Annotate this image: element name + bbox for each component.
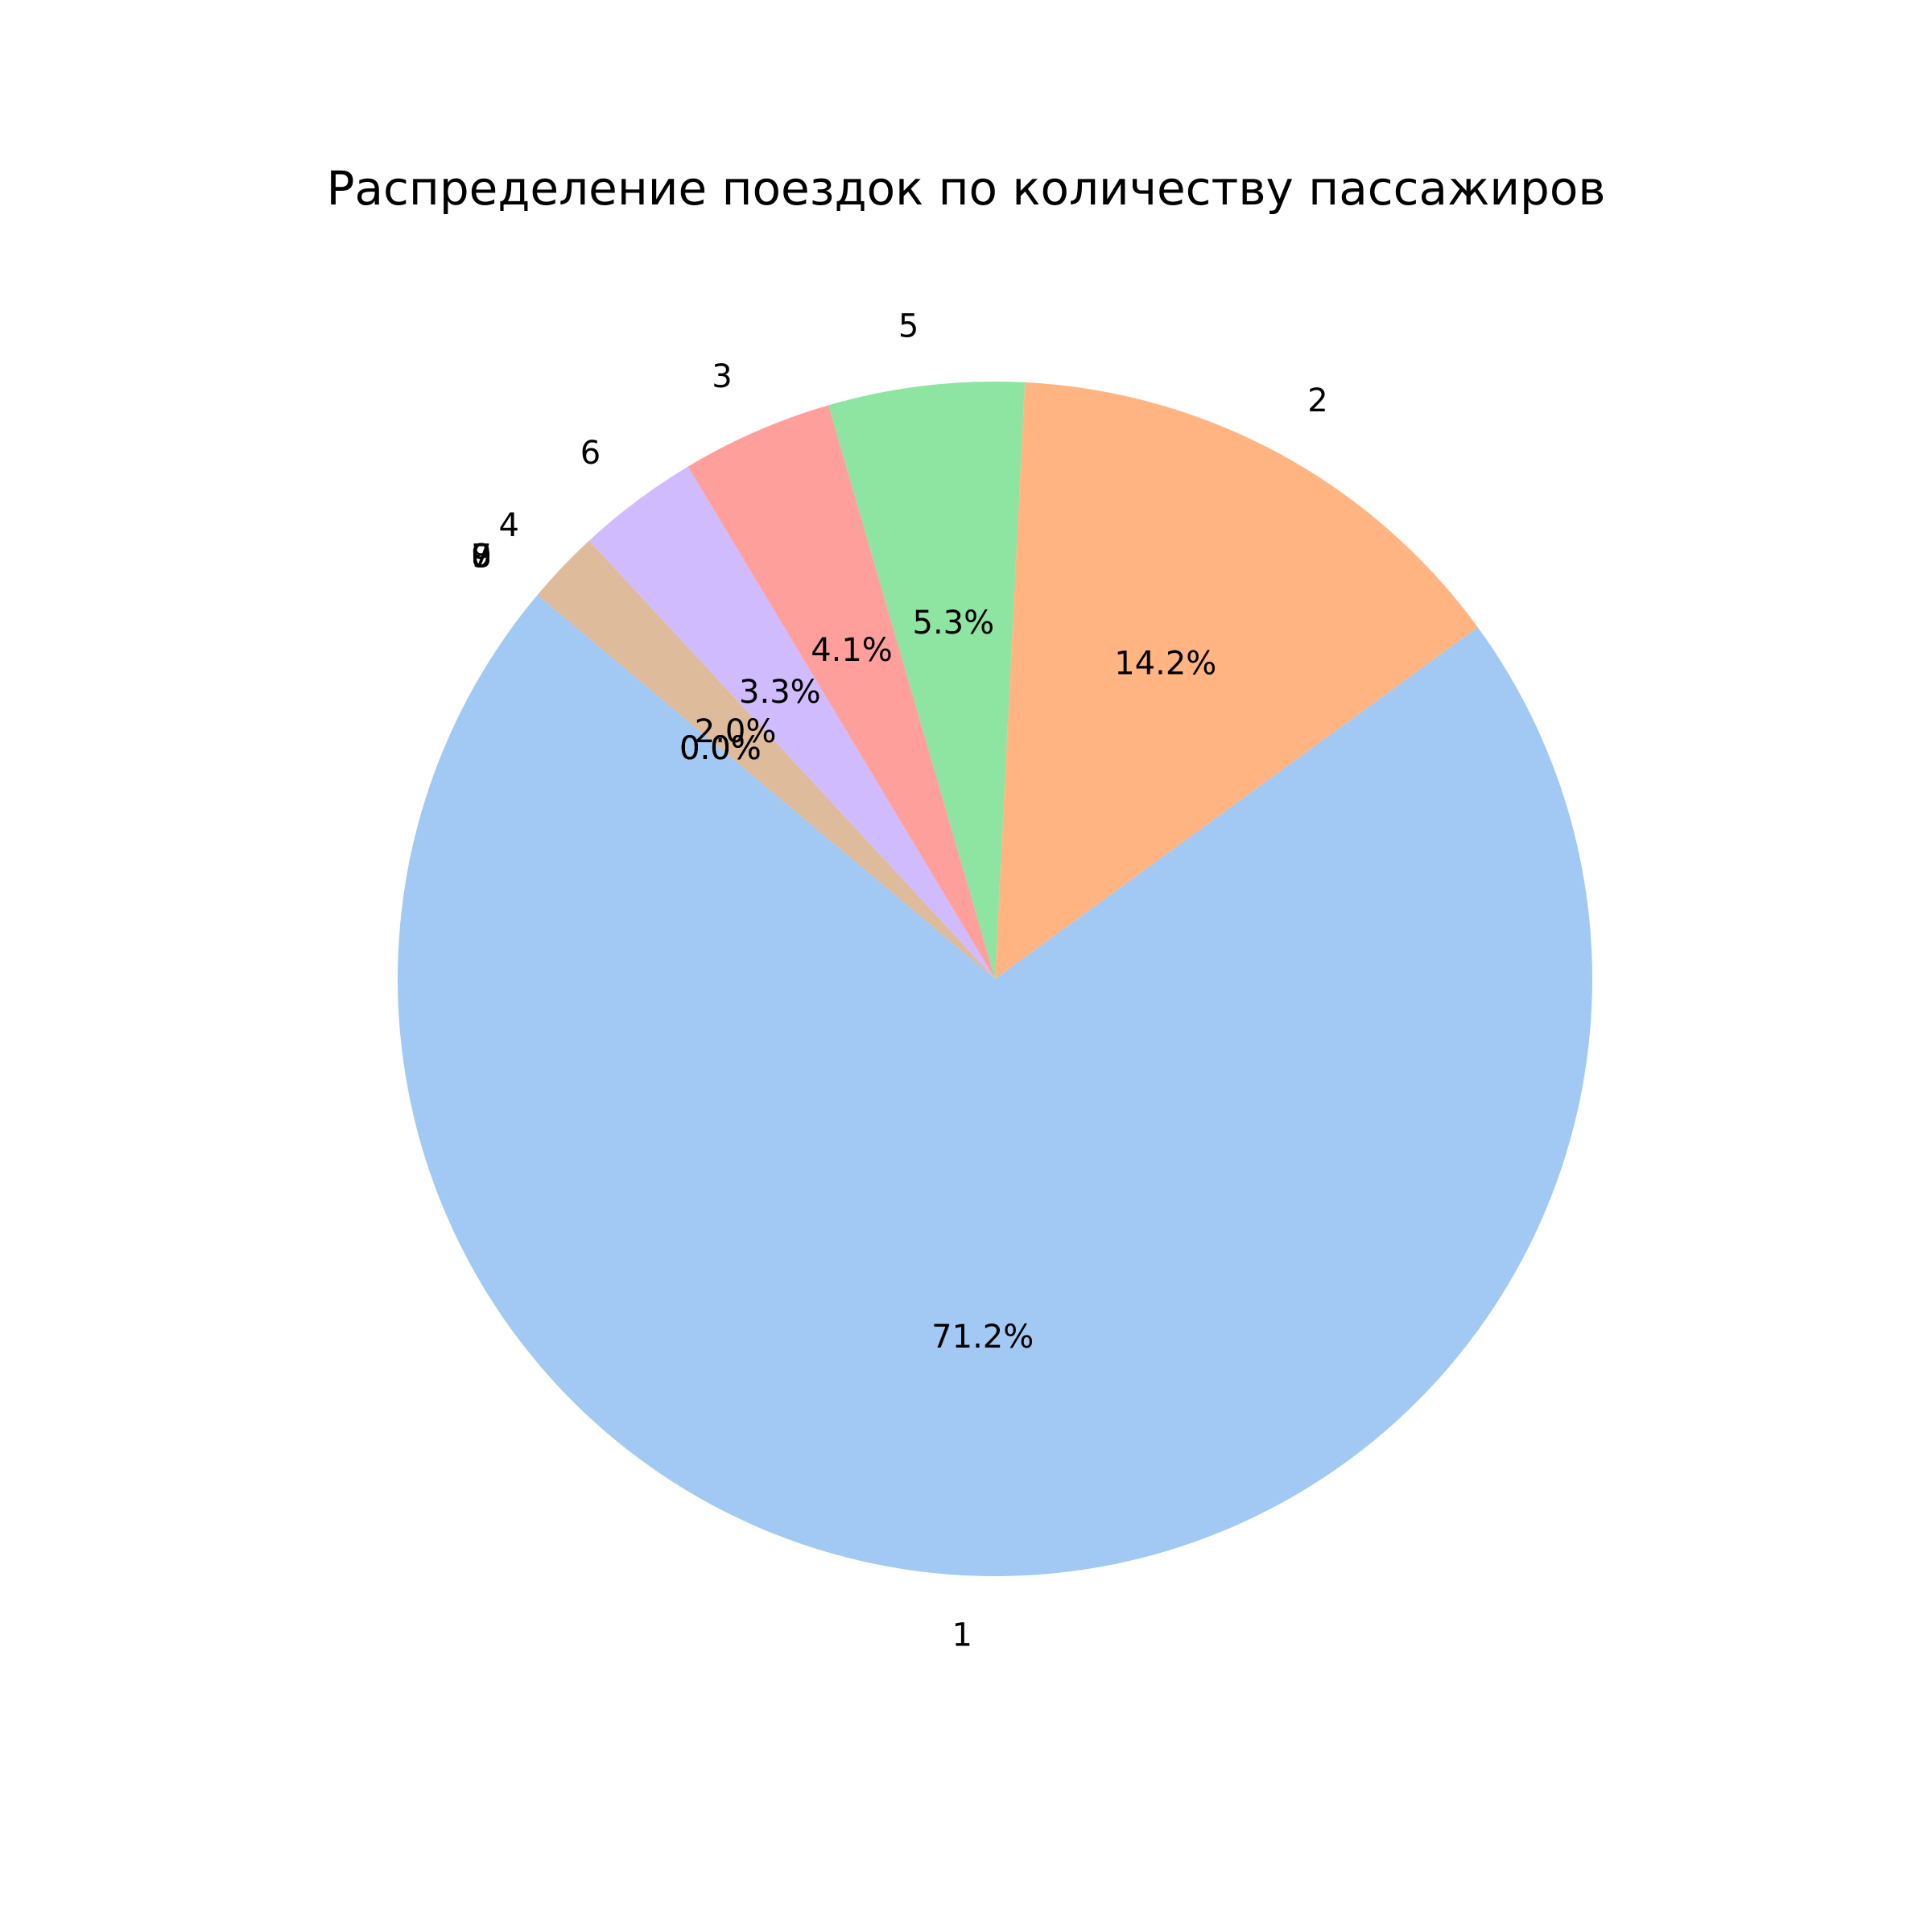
slice-percent-1: 71.2%: [931, 1319, 1034, 1356]
slice-label-4: 4: [498, 507, 518, 544]
slice-label-2: 2: [1307, 382, 1327, 419]
slice-percent-5: 5.3%: [913, 605, 995, 642]
slice-percent-3: 4.1%: [811, 632, 893, 669]
slice-percent-0: 0.0%: [679, 730, 762, 767]
slice-percent-2: 14.2%: [1114, 645, 1216, 682]
pie-slice-3: [687, 405, 995, 979]
chart-title: Распределение поездок по количеству пасс…: [326, 161, 1606, 216]
slice-label-5: 5: [898, 308, 919, 345]
slice-percent-7: 0.0%: [679, 730, 762, 767]
slice-percent-9: 0.0%: [679, 730, 762, 767]
slice-label-9: 9: [471, 538, 491, 575]
slice-label-3: 3: [712, 358, 732, 395]
pie-slice-2: [995, 382, 1478, 979]
slice-label-1: 1: [952, 1617, 972, 1654]
pie-slice-1: [398, 595, 1593, 1577]
pie-slice-6: [588, 466, 995, 979]
slice-percent-8: 0.0%: [679, 730, 762, 767]
slice-percent-4: 2.0%: [695, 713, 777, 750]
pie-slice-5: [828, 381, 1026, 979]
slice-label-8: 8: [471, 538, 491, 575]
slice-label-7: 7: [471, 538, 491, 575]
slice-label-0: 0: [471, 538, 491, 575]
slice-percent-6: 3.3%: [739, 674, 821, 711]
pie-slice-4: [537, 540, 995, 979]
slice-label-6: 6: [580, 435, 601, 472]
